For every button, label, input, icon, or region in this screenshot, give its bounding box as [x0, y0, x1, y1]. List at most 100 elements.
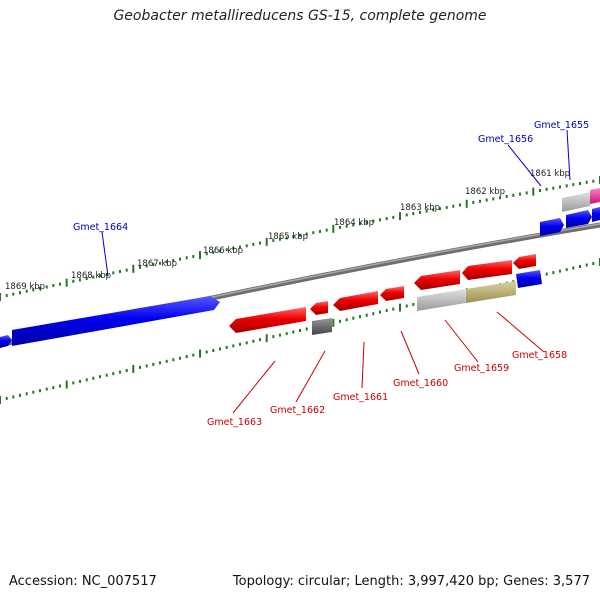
ruler-minor-tick: [479, 199, 481, 203]
gene-gmet-1660[interactable]: [380, 286, 404, 301]
ruler-major-tick: [65, 278, 68, 287]
ruler-minor-tick: [285, 236, 288, 240]
gene-gmet-1659-red[interactable]: [414, 270, 460, 290]
ruler-minor-tick: [279, 333, 281, 337]
ruler-minor-tick: [25, 289, 28, 293]
gene-gmet-1661[interactable]: [333, 291, 378, 311]
ruler-minor-tick: [525, 191, 528, 195]
ruler-minor-tick: [252, 339, 255, 343]
gene-gmet-1656[interactable]: [540, 218, 564, 236]
ruler-minor-tick: [19, 393, 21, 397]
ruler-minor-tick: [545, 187, 548, 191]
ruler-minor-tick: [279, 237, 281, 241]
ruler-minor-tick: [25, 392, 28, 396]
ruler-minor-tick: [299, 329, 301, 332]
ruler-minor-tick: [39, 286, 41, 290]
ruler-minor-tick: [359, 315, 361, 319]
gene-gmet-1664[interactable]: [12, 296, 220, 346]
gene-gmet-1663[interactable]: [229, 307, 306, 333]
ruler-minor-tick: [152, 263, 155, 267]
ruler-minor-tick: [5, 294, 8, 298]
ruler-minor-tick: [572, 266, 575, 270]
ruler-minor-tick: [292, 235, 295, 239]
gene-feature-left-edge[interactable]: [0, 335, 12, 348]
ruler-major-tick: [0, 396, 1, 404]
ruler-minor-tick: [579, 265, 581, 268]
ruler-minor-tick: [152, 362, 155, 366]
ruler-minor-tick: [385, 217, 388, 221]
ruler-minor-tick: [79, 379, 81, 383]
ruler-minor-tick: [185, 355, 188, 359]
gene-feature-blue-a[interactable]: [566, 210, 592, 228]
gene-feature-red-small[interactable]: [513, 254, 536, 269]
ruler-minor-tick: [172, 259, 175, 262]
ruler-minor-tick: [272, 239, 275, 242]
gene-label-gmet-1659: Gmet_1659: [454, 363, 509, 374]
gene-label-gmet-1664: Gmet_1664: [73, 222, 128, 233]
gene-gmet-1655[interactable]: [562, 192, 590, 212]
ruler-minor-tick: [485, 198, 488, 202]
ruler-minor-tick: [299, 233, 301, 237]
ruler-minor-tick: [245, 244, 248, 248]
tick-label: 1865 kbp: [268, 232, 308, 242]
gene-label-gmet-1655: Gmet_1655: [534, 120, 589, 131]
ruler-minor-tick: [239, 342, 241, 346]
ruler-minor-tick: [565, 184, 568, 188]
ruler-minor-tick: [225, 345, 228, 349]
gene-gmet-1658[interactable]: [466, 281, 516, 303]
map-title: Geobacter metallireducens GS-15, complet…: [113, 8, 487, 24]
tick-label: 1866 kbp: [203, 246, 243, 256]
ruler-minor-tick: [192, 353, 195, 357]
gene-label-gmet-1662: Gmet_1662: [270, 405, 325, 416]
tick-label: 1862 kbp: [465, 187, 505, 197]
ruler-minor-tick: [125, 369, 128, 372]
ruler-minor-tick: [85, 378, 88, 382]
gene-feature-blue-inner[interactable]: [516, 270, 542, 288]
ruler-minor-tick: [585, 180, 588, 184]
ruler-minor-tick: [259, 338, 261, 342]
ruler-minor-tick: [579, 182, 581, 185]
ruler-minor-tick: [552, 271, 555, 275]
ruler-minor-tick: [59, 282, 61, 286]
gene-feature-pink[interactable]: [590, 188, 600, 204]
ruler-minor-tick: [119, 370, 121, 374]
ruler-minor-tick: [379, 310, 381, 314]
ruler-minor-tick: [72, 279, 75, 283]
ruler-minor-tick: [185, 256, 188, 260]
ruler-minor-tick: [105, 272, 108, 276]
ruler-minor-tick: [59, 384, 61, 388]
ruler-minor-tick: [325, 228, 328, 232]
ruler-minor-tick: [259, 241, 261, 245]
ruler-minor-tick: [472, 201, 475, 204]
ruler-minor-tick: [12, 292, 15, 296]
ruler-minor-tick: [52, 284, 55, 287]
ruler-minor-tick: [52, 386, 55, 390]
ruler-minor-tick: [499, 196, 501, 200]
gene-gmet-1662-red[interactable]: [310, 301, 328, 315]
ruler-minor-tick: [445, 205, 448, 209]
ruler-minor-tick: [119, 270, 121, 273]
tick-label: 1867 kbp: [137, 259, 177, 269]
gene-gmet-1658-red[interactable]: [462, 260, 512, 280]
gene-gmet-1662[interactable]: [312, 318, 332, 335]
ruler-minor-tick: [79, 278, 81, 282]
ruler-minor-tick: [405, 213, 408, 217]
ruler-minor-tick: [559, 185, 561, 189]
ruler-minor-tick: [105, 373, 108, 377]
ruler-minor-tick: [572, 183, 575, 187]
ruler-minor-tick: [85, 277, 88, 280]
gene-gmet-1659[interactable]: [417, 289, 466, 311]
ruler-minor-tick: [179, 257, 181, 261]
gene-feature-blue-b[interactable]: [592, 207, 600, 222]
ruler-minor-tick: [405, 304, 408, 308]
ruler-minor-tick: [92, 275, 95, 279]
ruler-minor-tick: [545, 272, 548, 276]
ruler-minor-tick: [212, 250, 215, 254]
ruler-major-tick: [332, 318, 335, 327]
ruler-minor-tick: [192, 255, 195, 258]
ruler-minor-tick: [292, 330, 295, 334]
ruler-minor-tick: [565, 268, 568, 272]
ruler-minor-tick: [365, 313, 368, 317]
gene-label-gmet-1656: Gmet_1656: [478, 134, 533, 145]
